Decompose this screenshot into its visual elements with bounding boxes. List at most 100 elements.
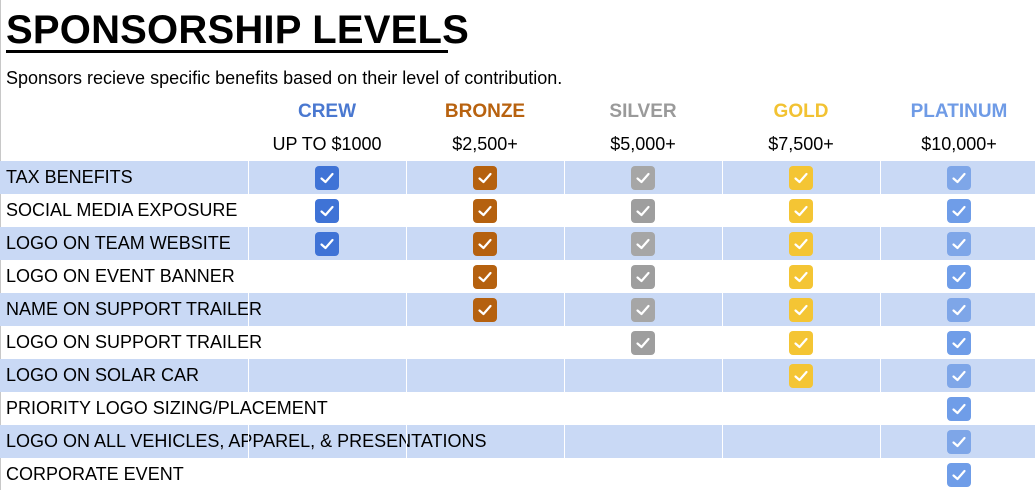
benefit-cell-silver — [564, 392, 722, 425]
column-divider — [722, 425, 723, 458]
benefit-cell-silver — [564, 227, 722, 260]
column-divider — [880, 425, 881, 458]
column-divider — [722, 359, 723, 392]
tier-name-crew: CREW — [297, 100, 357, 122]
benefit-cell-crew — [248, 260, 406, 293]
benefit-label: PRIORITY LOGO SIZING/PLACEMENT — [6, 398, 328, 418]
benefit-label: LOGO ON TEAM WEBSITE — [6, 233, 231, 253]
checkbox-checked-icon[interactable] — [631, 330, 655, 355]
column-divider — [248, 227, 249, 260]
checkbox-checked-icon[interactable] — [631, 198, 655, 223]
checkbox-checked-icon[interactable] — [315, 231, 339, 256]
column-divider — [880, 359, 881, 392]
tier-price-row: UP TO $1000 $2,500+ $5,000+ $7,500+ $10,… — [0, 128, 1035, 161]
benefit-cell-silver — [564, 194, 722, 227]
checkbox-checked-icon[interactable] — [947, 165, 971, 190]
checkbox-checked-icon[interactable] — [947, 198, 971, 223]
column-divider — [406, 161, 407, 194]
checkbox-checked-icon[interactable] — [789, 198, 813, 223]
benefit-cell-bronze — [406, 293, 564, 326]
benefit-cell-crew — [248, 458, 406, 491]
benefit-cell-gold — [722, 227, 880, 260]
checkbox-checked-icon[interactable] — [789, 264, 813, 289]
benefit-cell-bronze — [406, 425, 564, 458]
checkbox-checked-icon[interactable] — [789, 165, 813, 190]
column-divider — [248, 293, 249, 326]
benefit-row: LOGO ON SOLAR CAR — [0, 359, 1035, 392]
checkbox-checked-icon[interactable] — [631, 165, 655, 190]
checkbox-checked-icon[interactable] — [473, 231, 497, 256]
column-divider — [722, 293, 723, 326]
benefit-cell-gold — [722, 392, 880, 425]
tier-price-silver: $5,000+ — [610, 134, 676, 154]
benefit-cell-crew — [248, 326, 406, 359]
benefit-cell-silver — [564, 326, 722, 359]
checkbox-checked-icon[interactable] — [947, 363, 971, 388]
column-divider — [406, 227, 407, 260]
benefit-cell-platinum — [880, 425, 1035, 458]
benefit-label: LOGO ON ALL VEHICLES, APPAREL, & PRESENT… — [6, 431, 487, 451]
benefit-row: CORPORATE EVENT — [0, 458, 1035, 491]
benefit-cell-bronze — [406, 458, 564, 491]
checkbox-checked-icon[interactable] — [789, 297, 813, 322]
checkbox-checked-icon[interactable] — [473, 297, 497, 322]
benefit-row: SOCIAL MEDIA EXPOSURE — [0, 194, 1035, 227]
benefit-cell-crew — [248, 425, 406, 458]
checkbox-checked-icon[interactable] — [631, 264, 655, 289]
checkbox-checked-icon[interactable] — [473, 198, 497, 223]
benefit-cell-platinum — [880, 392, 1035, 425]
checkbox-checked-icon[interactable] — [947, 429, 971, 454]
benefit-cell-gold — [722, 359, 880, 392]
page-title: SPONSORSHIP LEVELS — [6, 8, 469, 52]
checkbox-checked-icon[interactable] — [947, 264, 971, 289]
tier-price-crew: UP TO $1000 — [272, 134, 382, 154]
benefit-row: LOGO ON TEAM WEBSITE — [0, 227, 1035, 260]
checkbox-checked-icon[interactable] — [947, 330, 971, 355]
column-divider — [564, 227, 565, 260]
benefit-cell-bronze — [406, 161, 564, 194]
column-divider — [880, 227, 881, 260]
checkbox-checked-icon[interactable] — [631, 297, 655, 322]
benefit-cell-bronze — [406, 359, 564, 392]
column-divider — [248, 161, 249, 194]
checkbox-checked-icon[interactable] — [947, 396, 971, 421]
title-underline — [6, 50, 448, 53]
column-divider — [564, 359, 565, 392]
benefit-cell-gold — [722, 260, 880, 293]
column-divider — [722, 161, 723, 194]
column-divider — [564, 425, 565, 458]
benefit-cell-platinum — [880, 458, 1035, 491]
benefit-label: TAX BENEFITS — [6, 167, 133, 187]
checkbox-checked-icon[interactable] — [631, 231, 655, 256]
benefit-cell-platinum — [880, 293, 1035, 326]
checkbox-checked-icon[interactable] — [473, 165, 497, 190]
checkbox-checked-icon[interactable] — [315, 198, 339, 223]
checkbox-checked-icon[interactable] — [947, 297, 971, 322]
benefit-cell-crew — [248, 293, 406, 326]
checkbox-checked-icon[interactable] — [947, 231, 971, 256]
benefit-cell-platinum — [880, 260, 1035, 293]
checkbox-checked-icon[interactable] — [789, 231, 813, 256]
checkbox-checked-icon[interactable] — [947, 462, 971, 487]
checkbox-checked-icon[interactable] — [789, 330, 813, 355]
column-divider — [564, 293, 565, 326]
tier-price-platinum: $10,000+ — [921, 134, 997, 154]
checkbox-checked-icon[interactable] — [473, 264, 497, 289]
benefit-row: LOGO ON SUPPORT TRAILER — [0, 326, 1035, 359]
benefit-cell-silver — [564, 359, 722, 392]
tier-price-bronze: $2,500+ — [452, 134, 518, 154]
benefit-label: NAME ON SUPPORT TRAILER — [6, 299, 263, 319]
benefit-label: LOGO ON SOLAR CAR — [6, 365, 200, 385]
benefit-cell-crew — [248, 392, 406, 425]
benefit-row: TAX BENEFITS — [0, 161, 1035, 194]
benefit-cell-platinum — [880, 227, 1035, 260]
benefit-label: LOGO ON SUPPORT TRAILER — [6, 332, 263, 352]
column-divider — [880, 161, 881, 194]
benefit-cell-gold — [722, 458, 880, 491]
checkbox-checked-icon[interactable] — [789, 363, 813, 388]
benefit-cell-bronze — [406, 392, 564, 425]
checkbox-checked-icon[interactable] — [315, 165, 339, 190]
benefit-cell-crew — [248, 227, 406, 260]
benefit-cell-silver — [564, 161, 722, 194]
benefits-table: TAX BENEFITS SOCIAL MEDIA EXPOSURE LOGO ON… — [0, 161, 1035, 491]
